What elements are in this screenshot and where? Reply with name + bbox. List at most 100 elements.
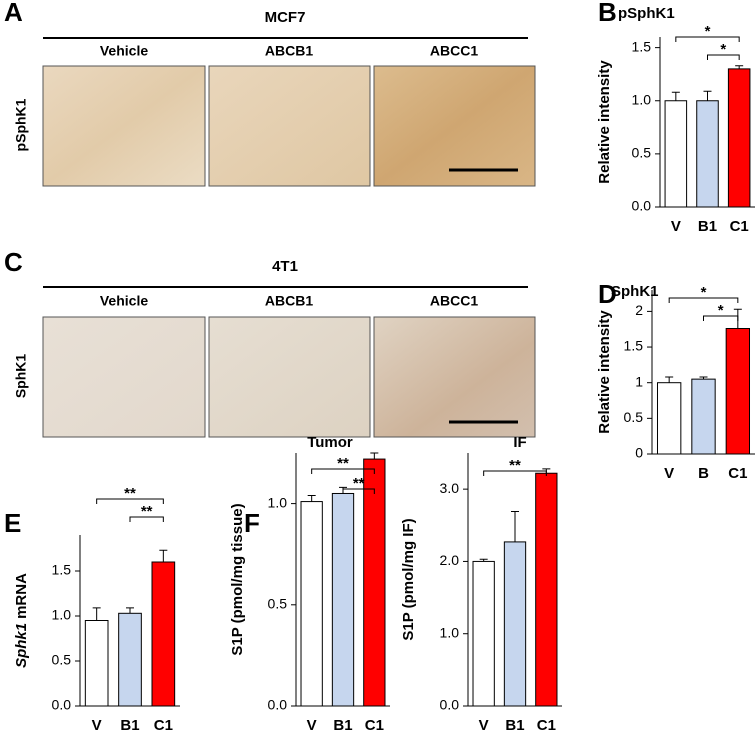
error-bar: [703, 90, 712, 101]
bar: [535, 472, 558, 707]
error-bar: [126, 607, 134, 614]
error-bar: [92, 607, 101, 621]
y-axis-label: Relative intensity: [596, 310, 613, 434]
x-tick-label: V: [664, 465, 674, 482]
x-tick-label: V: [479, 717, 489, 734]
y-tick-label: 1.5: [52, 562, 72, 578]
panel-letter: D: [598, 279, 617, 309]
panel-letter: F: [244, 508, 260, 538]
y-tick-label: 0.5: [632, 145, 652, 161]
y-tick-label: 1.5: [632, 38, 652, 54]
micrographs: [42, 37, 536, 438]
bar: [725, 328, 751, 455]
x-tick-label: B: [698, 465, 709, 482]
micrograph: [373, 65, 536, 187]
panel-letter: C: [4, 247, 23, 277]
bar: [151, 561, 176, 707]
y-tick-label: 1.0: [52, 607, 72, 623]
x-tick-label: C1: [365, 717, 384, 734]
significance-label: **: [353, 475, 365, 492]
y-axis-label: Relative intensity: [596, 60, 613, 184]
row-label: SphK1: [13, 354, 29, 399]
panel-title: MCF7: [265, 9, 306, 26]
row-label: pSphK1: [13, 98, 29, 151]
significance-label: *: [701, 284, 707, 301]
y-tick-label: 0.0: [52, 697, 72, 713]
error-bar: [511, 511, 519, 542]
panel-title: 4T1: [272, 258, 298, 275]
significance-label: *: [705, 23, 711, 40]
column-label: ABCC1: [430, 43, 478, 59]
significance-bracket: [707, 54, 740, 60]
micrograph: [373, 316, 536, 438]
column-label: ABCB1: [265, 43, 313, 59]
x-tick-label: C1: [537, 717, 556, 734]
x-tick-label: B1: [505, 717, 524, 734]
y-tick-label: 1.0: [440, 624, 460, 640]
chart-title: Tumor: [307, 434, 353, 451]
error-bar: [479, 558, 488, 562]
y-axis-label-part: S1P (pmol/mg tissue): [229, 503, 246, 655]
significance-label: *: [720, 41, 726, 58]
x-tick-label: C1: [730, 218, 749, 235]
y-axis-label-part: Relative intensity: [596, 60, 613, 184]
y-tick-label: 1.0: [268, 494, 288, 510]
significance-label: *: [718, 302, 724, 319]
error-bar: [699, 376, 708, 380]
panel-letter: E: [4, 508, 21, 538]
significance-bracket: [668, 297, 739, 303]
bar: [363, 458, 386, 707]
bar: [503, 541, 527, 707]
x-tick-label: B1: [698, 218, 717, 235]
micrograph: [42, 65, 206, 187]
chart-title: SphK1: [611, 283, 659, 300]
bar: [696, 100, 719, 208]
error-bar: [671, 91, 680, 101]
bar: [331, 492, 355, 707]
bar: [118, 612, 142, 707]
significance-label: **: [141, 503, 153, 520]
micrograph: [42, 316, 206, 438]
micrograph: [208, 316, 371, 438]
x-tick-label: C1: [154, 717, 173, 734]
significance-bracket: [342, 488, 375, 494]
x-tick-label: V: [92, 717, 102, 734]
micrograph: [208, 65, 371, 187]
y-axis-label: Sphk1 mRNA: [13, 573, 30, 668]
column-label: Vehicle: [100, 43, 148, 59]
y-tick-label: 1: [635, 373, 643, 389]
x-tick-label: V: [307, 717, 317, 734]
panel-letter: A: [4, 0, 23, 27]
y-tick-label: 0.5: [268, 596, 288, 612]
y-tick-label: 1.0: [632, 91, 652, 107]
y-tick-label: 0.0: [268, 697, 288, 713]
error-bar: [370, 452, 379, 460]
y-tick-label: 0.5: [624, 409, 644, 425]
significance-bracket: [483, 470, 547, 476]
y-tick-label: 0.0: [440, 697, 460, 713]
column-label: ABCB1: [265, 293, 313, 309]
panel-letter: B: [598, 0, 617, 27]
bar: [300, 501, 323, 707]
y-tick-label: 2: [635, 302, 643, 318]
significance-bracket: [96, 498, 164, 504]
x-tick-label: V: [671, 218, 681, 235]
significance-bracket: [311, 468, 375, 474]
bar: [691, 378, 716, 455]
column-label: ABCC1: [430, 293, 478, 309]
y-axis-label: S1P (pmol/mg tissue): [229, 503, 246, 655]
significance-bracket: [129, 516, 164, 522]
significance-bracket: [703, 315, 739, 321]
y-tick-label: 2.0: [440, 552, 460, 568]
chart-title: pSphK1: [618, 5, 675, 22]
bar: [656, 382, 682, 455]
y-axis-label-part: mRNA: [13, 573, 30, 619]
error-bar: [159, 549, 168, 562]
y-tick-label: 1.5: [624, 338, 644, 354]
column-label: Vehicle: [100, 293, 148, 309]
bar: [84, 620, 109, 707]
significance-label: **: [509, 457, 521, 474]
bar: [472, 560, 495, 707]
y-tick-label: 0.0: [632, 198, 652, 214]
y-axis-label-part: Relative intensity: [596, 310, 613, 434]
